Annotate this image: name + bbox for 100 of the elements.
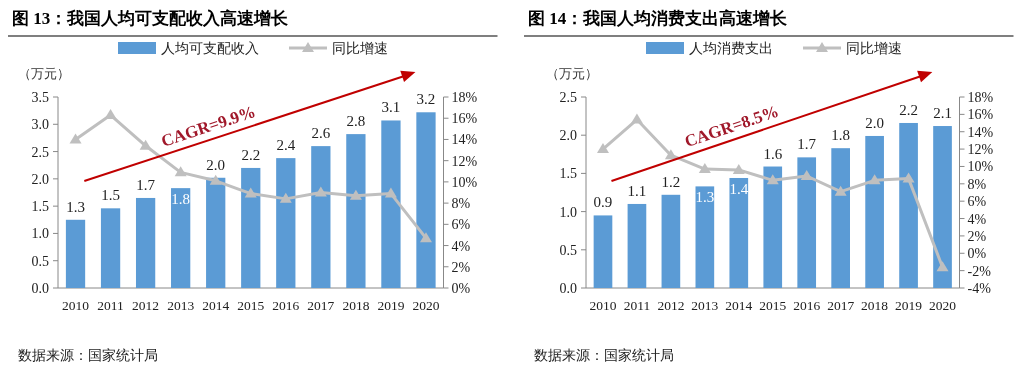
bar — [661, 194, 680, 288]
y-tick-label: 3.0 — [31, 117, 49, 133]
x-tick-label: 2017 — [307, 298, 335, 313]
bar — [171, 188, 191, 288]
bar — [311, 146, 331, 288]
legend-label: 人均消费支出 — [688, 41, 773, 56]
y-tick-label: 0.5 — [31, 253, 49, 269]
y2-tick-label: 14% — [451, 132, 478, 148]
y-tick-label: 2.5 — [559, 90, 577, 105]
bar — [864, 135, 884, 288]
data-label: 1.8 — [830, 127, 850, 144]
x-tick-label: 2019 — [377, 298, 405, 313]
data-label: 1.2 — [661, 173, 680, 190]
x-tick-label: 2014 — [724, 298, 753, 313]
y2-tick-label: 4% — [967, 211, 986, 227]
y-tick-label: 1.5 — [559, 166, 577, 182]
legend-label: 同比增速 — [332, 41, 388, 56]
y-tick-label: 2.5 — [31, 144, 49, 160]
source-note: 数据来源：国家统计局 — [533, 348, 674, 363]
y-tick-label: 3.5 — [31, 90, 49, 105]
y-tick-label: 1.5 — [31, 199, 49, 215]
y2-tick-label: 6% — [967, 194, 986, 210]
data-label: 1.3 — [694, 189, 714, 206]
bar — [276, 158, 296, 288]
x-tick-label: 2018 — [860, 298, 888, 313]
bar — [796, 157, 816, 288]
point — [314, 186, 327, 197]
data-label: 3.1 — [381, 99, 401, 116]
x-tick-label: 2014 — [202, 298, 230, 313]
x-tick-label: 2011 — [623, 298, 650, 313]
y-tick-label: 0.5 — [559, 242, 577, 258]
y2-tick-label: 16% — [967, 107, 993, 123]
data-label: 1.3 — [66, 198, 85, 215]
x-tick-label: 2010 — [588, 298, 617, 313]
data-label: 2.1 — [932, 105, 952, 122]
y-axis-title: （万元） — [545, 66, 598, 81]
source-note: 数据来源：国家统计局 — [18, 348, 158, 363]
bar — [416, 112, 436, 288]
y2-tick-label: 14% — [967, 124, 993, 140]
point — [69, 133, 82, 144]
point — [698, 163, 711, 174]
y-tick-label: 2.0 — [559, 128, 577, 144]
y2-tick-label: 12% — [967, 142, 993, 158]
y-tick-label: 0.0 — [31, 281, 49, 296]
chart-title: 图 14：我国人均消费支出高速增长 — [527, 9, 788, 28]
point — [384, 187, 397, 198]
bar — [762, 166, 782, 288]
bar — [695, 186, 714, 288]
x-tick-label: 2015 — [237, 298, 265, 313]
point — [800, 170, 813, 180]
legend-label: 人均可支配收入 — [161, 41, 259, 56]
y2-tick-label: 0% — [967, 246, 986, 262]
point — [630, 113, 643, 124]
data-label: 2.0 — [206, 156, 226, 173]
bar — [728, 177, 748, 288]
point — [834, 185, 847, 196]
point — [174, 166, 187, 177]
data-label: 2.2 — [898, 101, 918, 118]
y2-tick-label: 2% — [967, 228, 986, 244]
bar — [65, 219, 86, 288]
data-label: 2.0 — [864, 114, 884, 131]
point — [732, 163, 745, 174]
y2-tick-label: 6% — [451, 217, 471, 233]
y-axis-title: （万元） — [18, 66, 70, 81]
data-label: 0.9 — [593, 194, 612, 211]
x-tick-label: 2010 — [62, 298, 90, 313]
x-tick-label: 2020 — [928, 298, 956, 313]
data-label: 1.1 — [627, 182, 646, 199]
x-tick-label: 2012 — [656, 298, 684, 313]
data-label: 1.8 — [171, 191, 191, 208]
data-label: 1.5 — [101, 187, 120, 204]
bar — [593, 215, 612, 288]
point — [936, 261, 949, 272]
bar — [932, 126, 952, 288]
data-label: 1.4 — [728, 180, 749, 197]
x-tick-label: 2020 — [412, 298, 440, 313]
y-tick-label: 0.0 — [559, 281, 577, 296]
data-label: 2.4 — [276, 137, 296, 154]
y2-tick-label: 0% — [451, 281, 471, 296]
chart-title: 图 13：我国人均可支配收入高速增长 — [12, 9, 290, 28]
point — [868, 174, 881, 185]
point — [349, 189, 362, 200]
y2-tick-label: 12% — [451, 153, 478, 169]
data-label: 3.2 — [416, 91, 436, 108]
y2-tick-label: -4% — [967, 281, 991, 296]
y2-tick-label: 4% — [451, 238, 471, 254]
x-tick-label: 2018 — [342, 298, 370, 313]
x-tick-label: 2017 — [826, 298, 854, 313]
bar — [346, 134, 366, 288]
y-tick-label: 2.0 — [31, 171, 49, 187]
y2-tick-label: 8% — [967, 176, 986, 192]
x-tick-label: 2016 — [792, 298, 820, 313]
x-tick-label: 2011 — [97, 298, 124, 313]
y2-tick-label: 10% — [451, 174, 478, 190]
y2-tick-label: 8% — [451, 196, 471, 212]
point — [419, 232, 432, 243]
y2-tick-label: -2% — [967, 263, 991, 279]
data-label: 2.6 — [311, 125, 331, 142]
y-tick-label: 1.0 — [559, 204, 577, 220]
point — [766, 174, 779, 185]
